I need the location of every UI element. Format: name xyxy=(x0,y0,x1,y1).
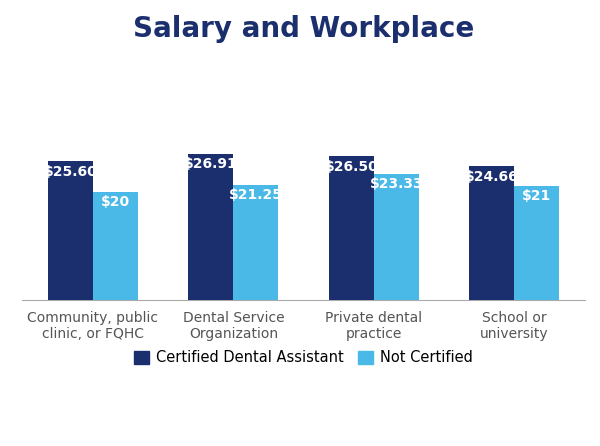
Legend: Certified Dental Assistant, Not Certified: Certified Dental Assistant, Not Certifie… xyxy=(134,350,473,365)
Text: $20: $20 xyxy=(101,195,130,209)
Bar xyxy=(188,154,233,300)
Text: $21.25: $21.25 xyxy=(229,188,283,202)
Text: $26.91: $26.91 xyxy=(184,157,238,171)
Bar xyxy=(233,185,278,300)
Text: $21: $21 xyxy=(523,190,551,203)
Bar xyxy=(514,186,559,300)
Bar xyxy=(48,161,93,300)
Text: $25.60: $25.60 xyxy=(43,165,97,178)
Title: Salary and Workplace: Salary and Workplace xyxy=(133,15,474,43)
Bar xyxy=(374,173,419,300)
Text: $23.33: $23.33 xyxy=(370,177,423,191)
Bar xyxy=(469,166,514,300)
Text: $26.50: $26.50 xyxy=(325,160,378,173)
Bar xyxy=(93,191,138,300)
Text: $24.66: $24.66 xyxy=(465,169,519,184)
Bar xyxy=(329,157,374,300)
